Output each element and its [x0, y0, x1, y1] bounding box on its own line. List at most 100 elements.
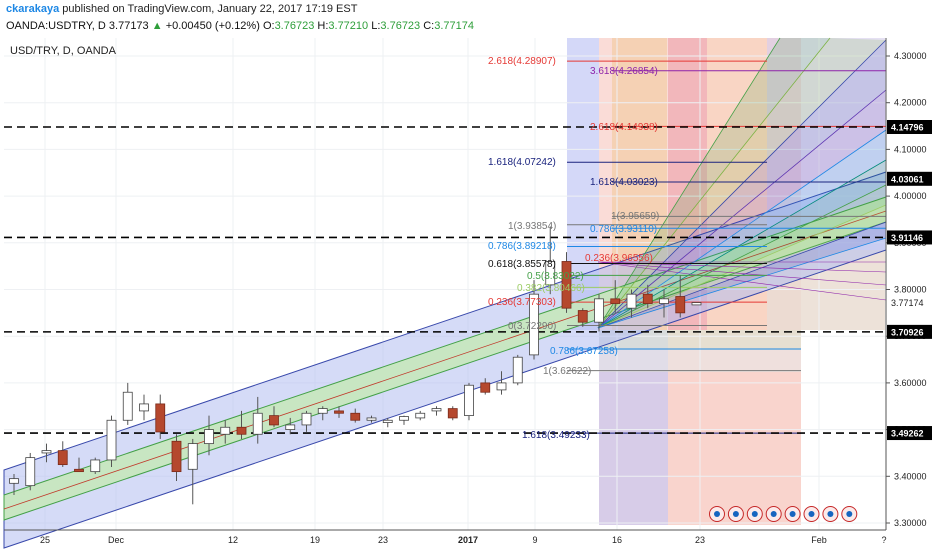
price-marker: [887, 324, 932, 339]
fib-labels: 2.618(4.28907) 3.618(4.26854) 2.618(4.1493…: [488, 56, 659, 441]
candle-body: [74, 468, 84, 473]
candle-body: [350, 412, 361, 421]
candle-body: [57, 450, 68, 466]
x-tick-label: 25: [40, 535, 50, 545]
candle-body: [252, 412, 263, 435]
fib-label: 0.5(3.83022): [527, 271, 584, 282]
x-tick-label: 9: [532, 535, 537, 545]
candle-body: [41, 450, 52, 454]
candle-body: [512, 356, 523, 384]
fib-label: 1.618(3.49233): [522, 430, 590, 441]
open-value: 3.76723: [274, 20, 315, 32]
close-label: C:: [423, 20, 435, 32]
fib-label: 1.618(4.07242): [488, 157, 556, 168]
price-marker-label: 3.91146: [891, 233, 923, 243]
y-tick-label: 3.60000: [894, 378, 927, 388]
fib-label: 0.786(3.67258): [550, 346, 618, 357]
candle-body: [675, 296, 686, 314]
candle-body: [529, 293, 539, 356]
x-tick-label: Feb: [811, 535, 827, 545]
candle-body: [659, 298, 669, 304]
candle-body: [25, 457, 36, 487]
x-tick-label: Dec: [108, 535, 125, 545]
candle-body: [447, 408, 458, 419]
ohlc-legend: OANDA:USDTRY, D 3.77173 ▲ +0.00450 (+0.1…: [6, 20, 474, 32]
fan-line: [597, 261, 887, 286]
candle-body: [139, 403, 149, 412]
price-marker-label: 4.14796: [891, 123, 924, 133]
y-tick-label: 4.20000: [894, 98, 927, 108]
candle-body: [90, 459, 101, 473]
event-flag-dot: [846, 511, 853, 517]
candle-body: [171, 440, 182, 473]
price-axis: 3.300003.400003.500003.600003.700003.800…: [885, 38, 932, 530]
price-change: +0.00450 (+0.12%): [165, 20, 260, 32]
fib-zone: [801, 330, 886, 525]
time-axis: 25 Dec 12 19 23 2017 9 16 23 Feb?: [4, 529, 887, 545]
candle-body: [480, 382, 491, 393]
price-marker: [887, 426, 932, 441]
fib-fans: [597, 37, 887, 329]
candle-body: [642, 293, 653, 304]
candle-body: [577, 310, 588, 323]
y-tick-label: 4.30000: [894, 51, 927, 61]
chart-title: USD/TRY, D, OANDA: [10, 45, 117, 57]
candle-body: [610, 298, 621, 304]
fib-label: 0.786(3.93110): [590, 224, 657, 235]
fib-label: 2.618(4.14938): [590, 122, 658, 133]
fib-label: 3.618(4.26854): [590, 66, 658, 77]
fib-label: 1(3.62622): [543, 366, 591, 377]
x-tick-label: 2017: [458, 535, 478, 545]
price-marker-label: 3.70926: [891, 327, 924, 337]
x-tick-label: 19: [310, 535, 320, 545]
close-value: 3.77174: [434, 20, 474, 32]
event-flag-dot: [770, 511, 777, 517]
fan-line: [597, 204, 887, 329]
published-text: published on TradingView.com, January 22…: [59, 3, 358, 15]
candle-body: [366, 417, 377, 421]
event-flag-dot: [732, 511, 739, 517]
fib-label: 0(3.72290): [508, 321, 556, 332]
event-flag-dot: [827, 511, 834, 517]
low-value: 3.76723: [380, 20, 421, 32]
author-link[interactable]: ckarakaya: [6, 3, 60, 15]
price-marker: [887, 120, 932, 135]
candle-body: [431, 408, 442, 412]
low-label: L:: [371, 20, 381, 32]
y-tick-label: 3.80000: [894, 285, 927, 295]
up-arrow-icon: ▲: [151, 20, 163, 32]
event-flags: [709, 506, 858, 522]
fib-label: 1(3.95659): [611, 211, 659, 222]
price-marker: [887, 230, 932, 245]
fan-line: [597, 184, 887, 329]
candle-body: [464, 384, 474, 416]
candle-body: [155, 403, 166, 433]
candle-body: [220, 426, 231, 435]
symbol-label: OANDA:USDTRY, D: [6, 20, 106, 32]
chart-header: ckarakaya published on TradingView.com, …: [0, 0, 932, 38]
fan-line: [597, 37, 831, 329]
candle-body: [415, 412, 426, 419]
candle-body: [382, 419, 393, 423]
fib-label: 0.382(3.80466): [517, 283, 585, 294]
price-marker-label: 3.49262: [891, 429, 924, 439]
candle-body: [106, 419, 117, 461]
price-marker: [887, 171, 932, 186]
fib-label: 1.618(4.03023): [590, 177, 658, 188]
high-value: 3.77210: [328, 20, 369, 32]
fan-line: [597, 39, 887, 329]
horizontal-lines: [4, 126, 886, 434]
event-flag-dot: [808, 511, 815, 517]
candle-body: [317, 408, 328, 414]
candle-body: [187, 443, 198, 470]
candle-body: [269, 415, 279, 426]
channel-midline: [3, 210, 887, 510]
event-flag-dot: [714, 511, 720, 517]
y-tick-label: 3.40000: [894, 471, 927, 481]
price-marker-label: 3.77174: [891, 298, 924, 308]
open-label: O:: [262, 20, 275, 32]
fib-label: 0.786(3.89218): [488, 241, 556, 252]
candle-body: [496, 382, 507, 391]
x-tick-label: 12: [228, 535, 238, 545]
